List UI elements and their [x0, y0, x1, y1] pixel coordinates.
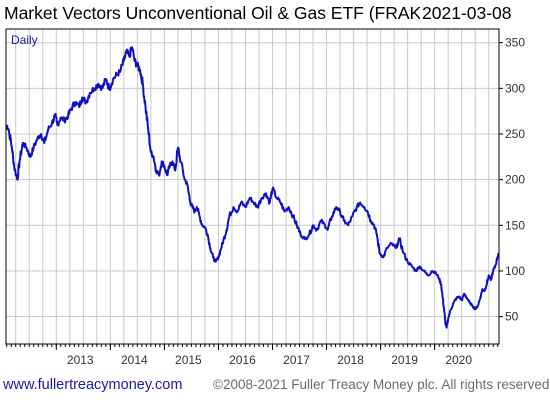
- period-label: Daily: [11, 33, 38, 47]
- y-tick-labels: 50 100 150 200 250 300 350: [505, 36, 525, 324]
- chart-title: Market Vectors Unconventional Oil & Gas …: [4, 3, 439, 23]
- x-tick-label-2016: 2016: [229, 353, 256, 367]
- x-tick-label-2019: 2019: [391, 353, 418, 367]
- grid-lines: [6, 29, 499, 344]
- y-tick-label-50: 50: [505, 310, 519, 324]
- x-tick-label-2018: 2018: [337, 353, 364, 367]
- x-tick-label-2017: 2017: [283, 353, 310, 367]
- x-tick-label-2015: 2015: [175, 353, 202, 367]
- y-tick-label-100: 100: [505, 264, 525, 278]
- footer-url-link[interactable]: www.fullertreacymoney.com: [3, 377, 183, 393]
- footer-copyright: ©2008-2021 Fuller Treacy Money plc. All …: [213, 377, 550, 392]
- x-tick-label-2020: 2020: [445, 353, 472, 367]
- plot-frame: [5, 28, 500, 345]
- chart-date: 2021-03-08: [420, 3, 512, 24]
- x-tick-label-2013: 2013: [67, 353, 94, 367]
- x-tick-labels: 2013 2014 2015 2016 2017 2018 2019 2020: [67, 353, 472, 367]
- y-tick-label-250: 250: [505, 127, 525, 141]
- y-tick-label-200: 200: [505, 173, 525, 187]
- y-tick-label-150: 150: [505, 218, 525, 232]
- y-tick-label-300: 300: [505, 81, 525, 95]
- x-tick-label-2014: 2014: [121, 353, 148, 367]
- y-tick-label-350: 350: [505, 36, 525, 50]
- price-line: [5, 46, 500, 329]
